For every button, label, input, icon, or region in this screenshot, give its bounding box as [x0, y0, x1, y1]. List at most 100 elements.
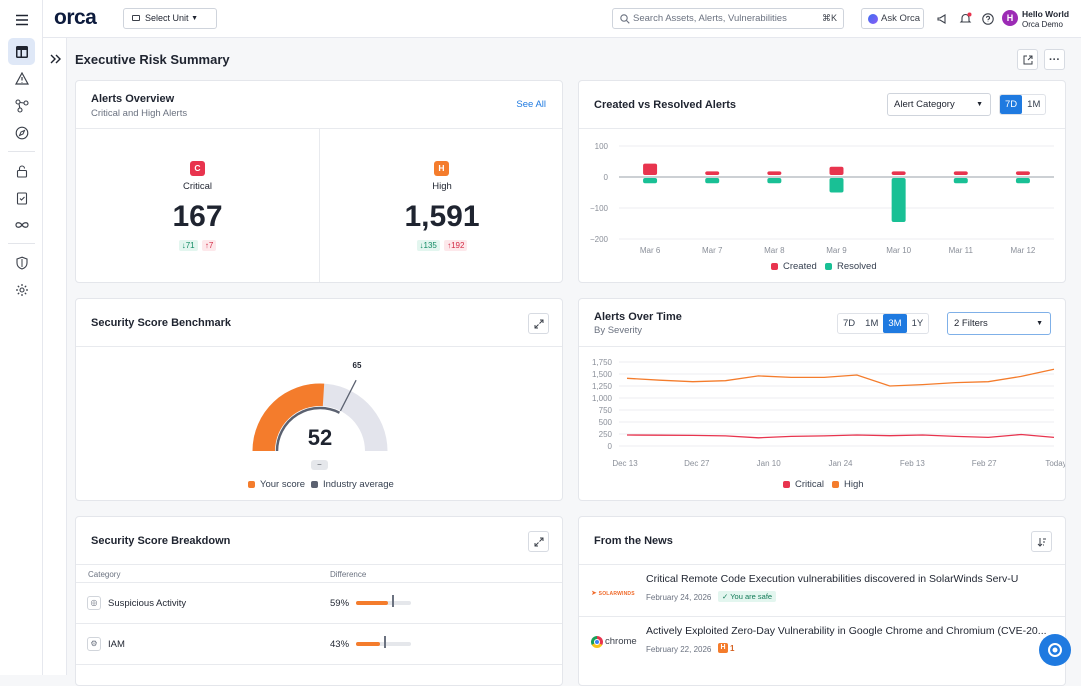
ask-orca-label: Ask Orca — [881, 13, 921, 24]
x-tick-label: Mar 10 — [886, 246, 911, 255]
table-row[interactable]: ⚙ IAM 43% — [76, 624, 562, 665]
range-1m-button[interactable]: 1M — [1027, 99, 1041, 110]
alert-category-dropdown[interactable]: Alert Category ▼ — [887, 93, 991, 116]
chevron-down-icon: ▼ — [976, 101, 983, 108]
sort-icon — [1037, 537, 1046, 547]
search-icon — [620, 14, 630, 24]
orca-logo[interactable]: orca — [54, 6, 97, 29]
divider — [76, 582, 562, 583]
legend-critical[interactable]: Critical — [783, 479, 824, 490]
x-tick-label: Jan 10 — [757, 459, 782, 468]
search-input[interactable]: Search Assets, Alerts, Vulnerabilities — [633, 13, 787, 24]
expand-button[interactable] — [528, 313, 549, 334]
high-decrease: ↓135 — [416, 240, 440, 251]
news-headline[interactable]: Critical Remote Code Execution vulnerabi… — [646, 573, 1019, 585]
table-row[interactable]: ◎ Suspicious Activity 59% — [76, 583, 562, 624]
news-item[interactable]: ➤ SOLARWINDS Critical Remote Code Execut… — [579, 565, 1065, 616]
safe-status-badge: ✓ You are safe — [718, 591, 777, 602]
expand-button[interactable] — [528, 531, 549, 552]
range-3m-button[interactable]: 3M — [883, 314, 907, 333]
x-tick-label: Mar 7 — [702, 246, 723, 255]
news-headline[interactable]: Actively Exploited Zero-Day Vulnerabilit… — [646, 625, 1047, 637]
more-dots-icon: ··· — [1049, 53, 1060, 66]
integrations-infinity-icon[interactable] — [8, 211, 35, 238]
news-title: From the News — [594, 535, 673, 547]
menu-icon[interactable] — [8, 6, 35, 33]
resolved-bar — [953, 178, 968, 184]
column-header-difference[interactable]: Difference — [330, 570, 367, 579]
y-tick-label: 1,500 — [592, 370, 613, 379]
x-tick-label: Mar 6 — [640, 246, 661, 255]
legend-your-score[interactable]: Your score — [248, 479, 305, 490]
range-7d-button[interactable]: 7D — [1000, 95, 1023, 114]
shield-icon[interactable] — [8, 249, 35, 276]
resolved-bar — [829, 178, 844, 193]
x-tick-label: Mar 9 — [826, 246, 847, 255]
select-unit-dropdown[interactable]: Select Unit ▼ — [123, 8, 217, 29]
expand-double-chevron-icon[interactable] — [50, 54, 61, 64]
legend-high[interactable]: High — [832, 479, 864, 490]
user-greeting[interactable]: Hello World — [1022, 9, 1070, 19]
legend-created[interactable]: Created — [771, 261, 817, 272]
column-header-category[interactable]: Category — [88, 570, 121, 579]
resolved-bar — [891, 178, 906, 222]
difference-bar-track — [356, 636, 411, 648]
critical-alerts-panel[interactable]: C Critical 167 ↓71 ↑7 — [76, 128, 319, 282]
help-question-icon[interactable] — [982, 13, 994, 25]
high-severity-count: 1 — [730, 644, 735, 653]
left-navigation — [0, 0, 43, 675]
news-item[interactable]: chrome Actively Exploited Zero-Day Vulne… — [579, 617, 1065, 668]
x-tick-label: Jan 24 — [828, 459, 853, 468]
y-tick-label: 750 — [599, 406, 613, 415]
user-avatar[interactable]: H — [1002, 10, 1018, 26]
compliance-clipboard-icon[interactable] — [8, 184, 35, 211]
filters-dropdown[interactable]: 2 Filters ▼ — [947, 312, 1051, 335]
created-bar — [643, 163, 658, 175]
range-1m-button[interactable]: 1M — [865, 318, 879, 329]
chat-assistant-button[interactable] — [1039, 634, 1071, 666]
legend-industry-average[interactable]: Industry average — [311, 479, 394, 490]
notifications-bell-icon[interactable] — [959, 12, 972, 25]
critical-up-value: 7 — [208, 241, 214, 250]
high-badge: H — [434, 161, 449, 176]
alerts-warning-icon[interactable] — [8, 65, 35, 92]
ask-orca-button[interactable]: Ask Orca — [861, 8, 924, 29]
solarwinds-logo: ➤ SOLARWINDS — [591, 590, 635, 597]
range-7d-button[interactable]: 7D — [843, 318, 856, 329]
orca-assistant-icon — [1048, 643, 1062, 657]
compass-icon[interactable] — [8, 119, 35, 146]
high-alerts-panel[interactable]: H High 1,591 ↓135 ↑192 — [320, 128, 562, 282]
sort-button[interactable] — [1031, 531, 1052, 552]
legend-resolved[interactable]: Resolved — [825, 261, 877, 272]
settings-gear-icon[interactable] — [8, 276, 35, 303]
high-down-value: 135 — [423, 241, 437, 250]
gauge-your-score-arc — [252, 383, 325, 451]
expand-icon — [534, 319, 543, 328]
export-button[interactable] — [1017, 49, 1038, 70]
lock-icon[interactable] — [8, 157, 35, 184]
search-box[interactable]: Search Assets, Alerts, Vulnerabilities ⌘… — [612, 8, 844, 29]
see-all-link[interactable]: See All — [516, 99, 546, 110]
dashboard-icon[interactable] — [8, 38, 35, 65]
graph-icon[interactable] — [8, 92, 35, 119]
safe-status-label: You are safe — [730, 592, 773, 601]
announcement-megaphone-icon[interactable] — [936, 13, 948, 25]
y-tick-label: 250 — [599, 430, 613, 439]
ask-orca-icon — [868, 14, 878, 24]
score-breakdown-title: Security Score Breakdown — [91, 535, 231, 547]
security-score-benchmark-card: Security Score Benchmark 65 52 – Your sc… — [75, 298, 563, 501]
y-tick-label: −200 — [590, 235, 609, 244]
more-options-button[interactable]: ··· — [1044, 49, 1065, 70]
legend-industry-label: Industry average — [323, 479, 394, 490]
your-score-swatch — [248, 481, 255, 488]
select-unit-label: Select Unit — [145, 13, 189, 23]
security-score-title: Security Score Benchmark — [91, 317, 232, 329]
industry-swatch — [311, 481, 318, 488]
range-1y-button[interactable]: 1Y — [911, 318, 924, 329]
divider — [579, 616, 1065, 617]
created-bar — [1015, 171, 1030, 175]
x-tick-label: Mar 8 — [764, 246, 785, 255]
alerts-over-time-title: Alerts Over Time — [594, 311, 682, 323]
critical-series-line — [626, 433, 1055, 439]
user-org[interactable]: Orca Demo — [1022, 20, 1063, 29]
